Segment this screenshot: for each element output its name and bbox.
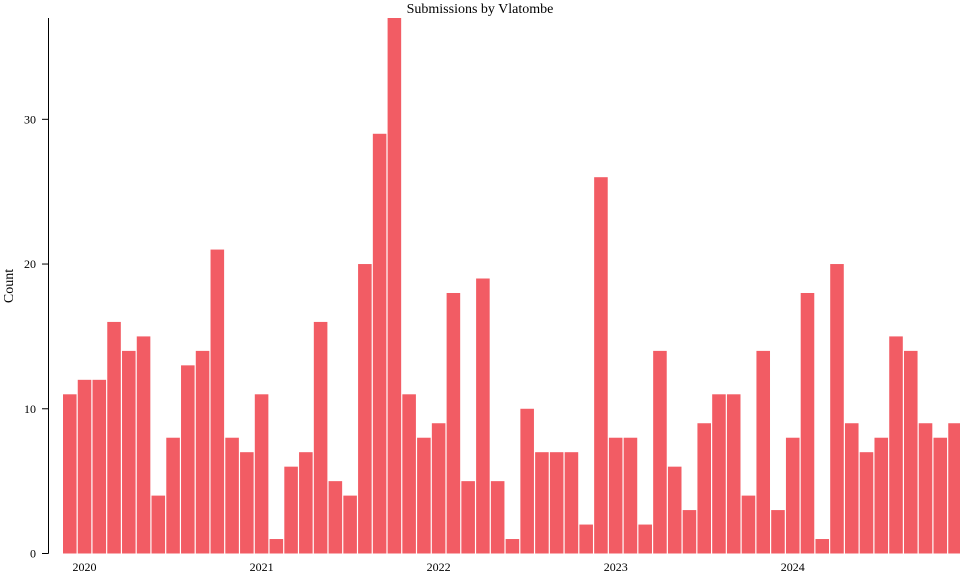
chart-title: Submissions by Vlatombe [407,2,554,17]
bar-2022-09 [549,452,564,554]
bar-2023-06 [682,510,697,554]
bar-2021-02 [269,539,284,554]
bar-2023-07 [697,423,711,554]
bar-2022-03 [461,481,475,554]
x-axis: 2020 2021 2022 2023 2024 [73,560,805,574]
bar-2020-02 [92,379,107,554]
y-tick-label-10: 10 [24,402,36,416]
bar-2021-09 [372,133,387,554]
bar-2021-08 [358,264,372,554]
y-axis: 0 10 20 30 [24,18,49,561]
y-tick-label-20: 20 [24,257,36,271]
bar-2024-01 [785,437,800,554]
bar-2024-08 [889,336,903,554]
bar-2021-07 [343,495,357,554]
bar-2022-11 [579,524,593,554]
bar-2024-09 [903,350,918,554]
x-tick-label-2021: 2021 [250,560,274,574]
bar-2023-08 [712,394,726,554]
x-tick-label-2020: 2020 [73,560,97,574]
bar-2020-10 [210,249,225,554]
bar-2020-12 [240,452,254,554]
bar-2022-12 [594,177,608,554]
y-tick-label-30: 30 [24,112,36,126]
bar-2020-07 [166,437,180,554]
bar-2023-11 [756,350,771,554]
bar-2023-03 [638,524,652,554]
bar-2020-09 [195,350,210,554]
bar-2024-07 [874,437,889,554]
bar-2023-01 [608,437,623,554]
bar-2024-12 [948,423,960,554]
bar-2021-11 [402,394,416,554]
bar-2024-04 [830,264,844,554]
bar-2023-05 [667,466,682,554]
bar-2022-08 [535,452,549,554]
bar-2024-02 [800,292,815,554]
bar-2022-06 [505,539,520,554]
bar-2020-04 [122,350,136,554]
bar-2024-11 [933,437,948,554]
bar-2022-10 [564,452,579,554]
x-tick-label-2022: 2022 [427,560,451,574]
bar-2023-09 [726,394,741,554]
bar-2022-04 [476,278,490,554]
bar-2022-05 [490,481,505,554]
bar-2021-05 [313,321,328,554]
bar-2020-03 [107,321,121,554]
bar-2021-10 [387,18,402,554]
bar-2019-12 [63,394,77,554]
bars-group [63,18,960,554]
bar-2020-01 [77,379,92,554]
bar-2024-03 [815,539,830,554]
y-axis-label: Count [2,269,17,303]
bar-2021-03 [284,466,298,554]
bar-2023-04 [653,350,667,554]
bar-2022-02 [446,292,461,554]
bar-2024-10 [918,423,933,554]
bar-2021-01 [254,394,269,554]
bar-2024-05 [844,423,859,554]
bar-2021-04 [299,452,313,554]
bar-2020-06 [151,495,166,554]
bar-2020-05 [136,336,151,554]
x-tick-label-2024: 2024 [781,560,805,574]
y-tick-label-0: 0 [30,547,36,561]
bar-2022-01 [431,423,446,554]
bar-2021-06 [328,481,343,554]
bar-2023-12 [771,510,785,554]
bar-2020-08 [181,365,195,554]
bar-2020-11 [225,437,239,554]
bar-2023-02 [623,437,638,554]
bar-2023-10 [741,495,756,554]
bar-2022-07 [520,408,534,554]
bar-2024-06 [859,452,874,554]
x-tick-label-2023: 2023 [604,560,628,574]
bar-2021-12 [417,437,431,554]
